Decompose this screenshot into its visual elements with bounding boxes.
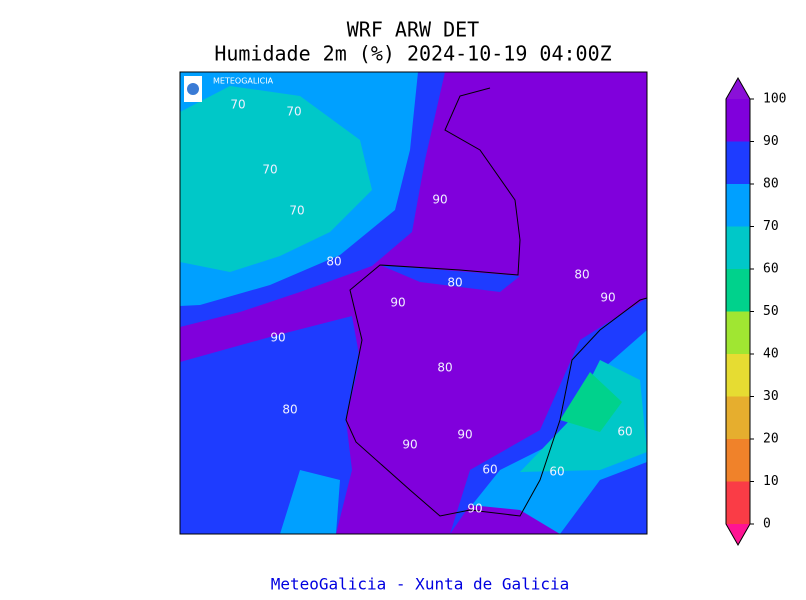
colorbar-segment (726, 184, 750, 227)
colorbar-segment (726, 311, 750, 354)
colorbar-tick-label: 80 (763, 177, 779, 192)
contour-label: 70 (262, 163, 277, 177)
colorbar-tick-label: 20 (763, 432, 779, 447)
footer: MeteoGalicia - Xunta de Galicia (271, 575, 570, 594)
colorbar-over (726, 78, 750, 99)
map: METEOGALICIA 70 70 70 70 80 80 80 80 80 90 90 90 90 9… (180, 72, 647, 534)
contour-label: 90 (457, 428, 472, 442)
colorbar-segment (726, 269, 750, 312)
contour-label: 60 (549, 465, 564, 479)
field (180, 86, 372, 272)
colorbar-tick-label: 60 (763, 262, 779, 277)
subtitle: Humidade 2m (%) 2024-10-19 04:00Z (214, 42, 611, 66)
title: WRF ARW DET (347, 18, 479, 42)
contour-label: 90 (270, 331, 285, 345)
field (380, 265, 520, 292)
colorbar-tick-label: 100 (763, 92, 786, 107)
contour-label: 90 (390, 296, 405, 310)
contour-label: 80 (437, 361, 452, 375)
contour-label: 90 (600, 291, 615, 305)
colorbar-tick-label: 0 (763, 517, 771, 532)
colorbar-segment (726, 354, 750, 397)
contour-label: 80 (574, 268, 589, 282)
colorbar-segment (726, 99, 750, 142)
contour-label: 70 (230, 98, 245, 112)
colorbar-under (726, 524, 750, 545)
coastline (345, 87, 647, 517)
contour-label: 80 (447, 276, 462, 290)
contour-label: 90 (432, 193, 447, 207)
logo-text: METEOGALICIA (213, 77, 274, 86)
contour-label: 90 (402, 438, 417, 452)
colorbar-tick-label: 10 (763, 474, 779, 489)
colorbar-tick-label: 70 (763, 219, 779, 234)
logo-emblem (187, 83, 199, 95)
colorbar-segment (726, 226, 750, 269)
colorbar-segment (726, 439, 750, 482)
colorbar-tick-label: 30 (763, 389, 779, 404)
contour-label: 90 (467, 502, 482, 516)
contour-label: 70 (289, 204, 304, 218)
contour-label: 60 (482, 463, 497, 477)
field (450, 505, 560, 534)
colorbar-segment (726, 481, 750, 524)
contour-label: 80 (326, 255, 341, 269)
colorbar: 0 10 20 30 40 50 60 70 80 90 100 (725, 76, 786, 547)
field (280, 470, 340, 534)
colorbar-tick-label: 90 (763, 134, 779, 149)
contour-label: 70 (286, 105, 301, 119)
colorbar-segment (726, 396, 750, 439)
contour-label: 60 (617, 425, 632, 439)
colorbar-segment (726, 141, 750, 184)
colorbar-tick-label: 50 (763, 304, 779, 319)
field (560, 372, 622, 432)
map-frame (179, 71, 648, 535)
contour-label: 80 (282, 403, 297, 417)
colorbar-tick-label: 40 (763, 347, 779, 362)
